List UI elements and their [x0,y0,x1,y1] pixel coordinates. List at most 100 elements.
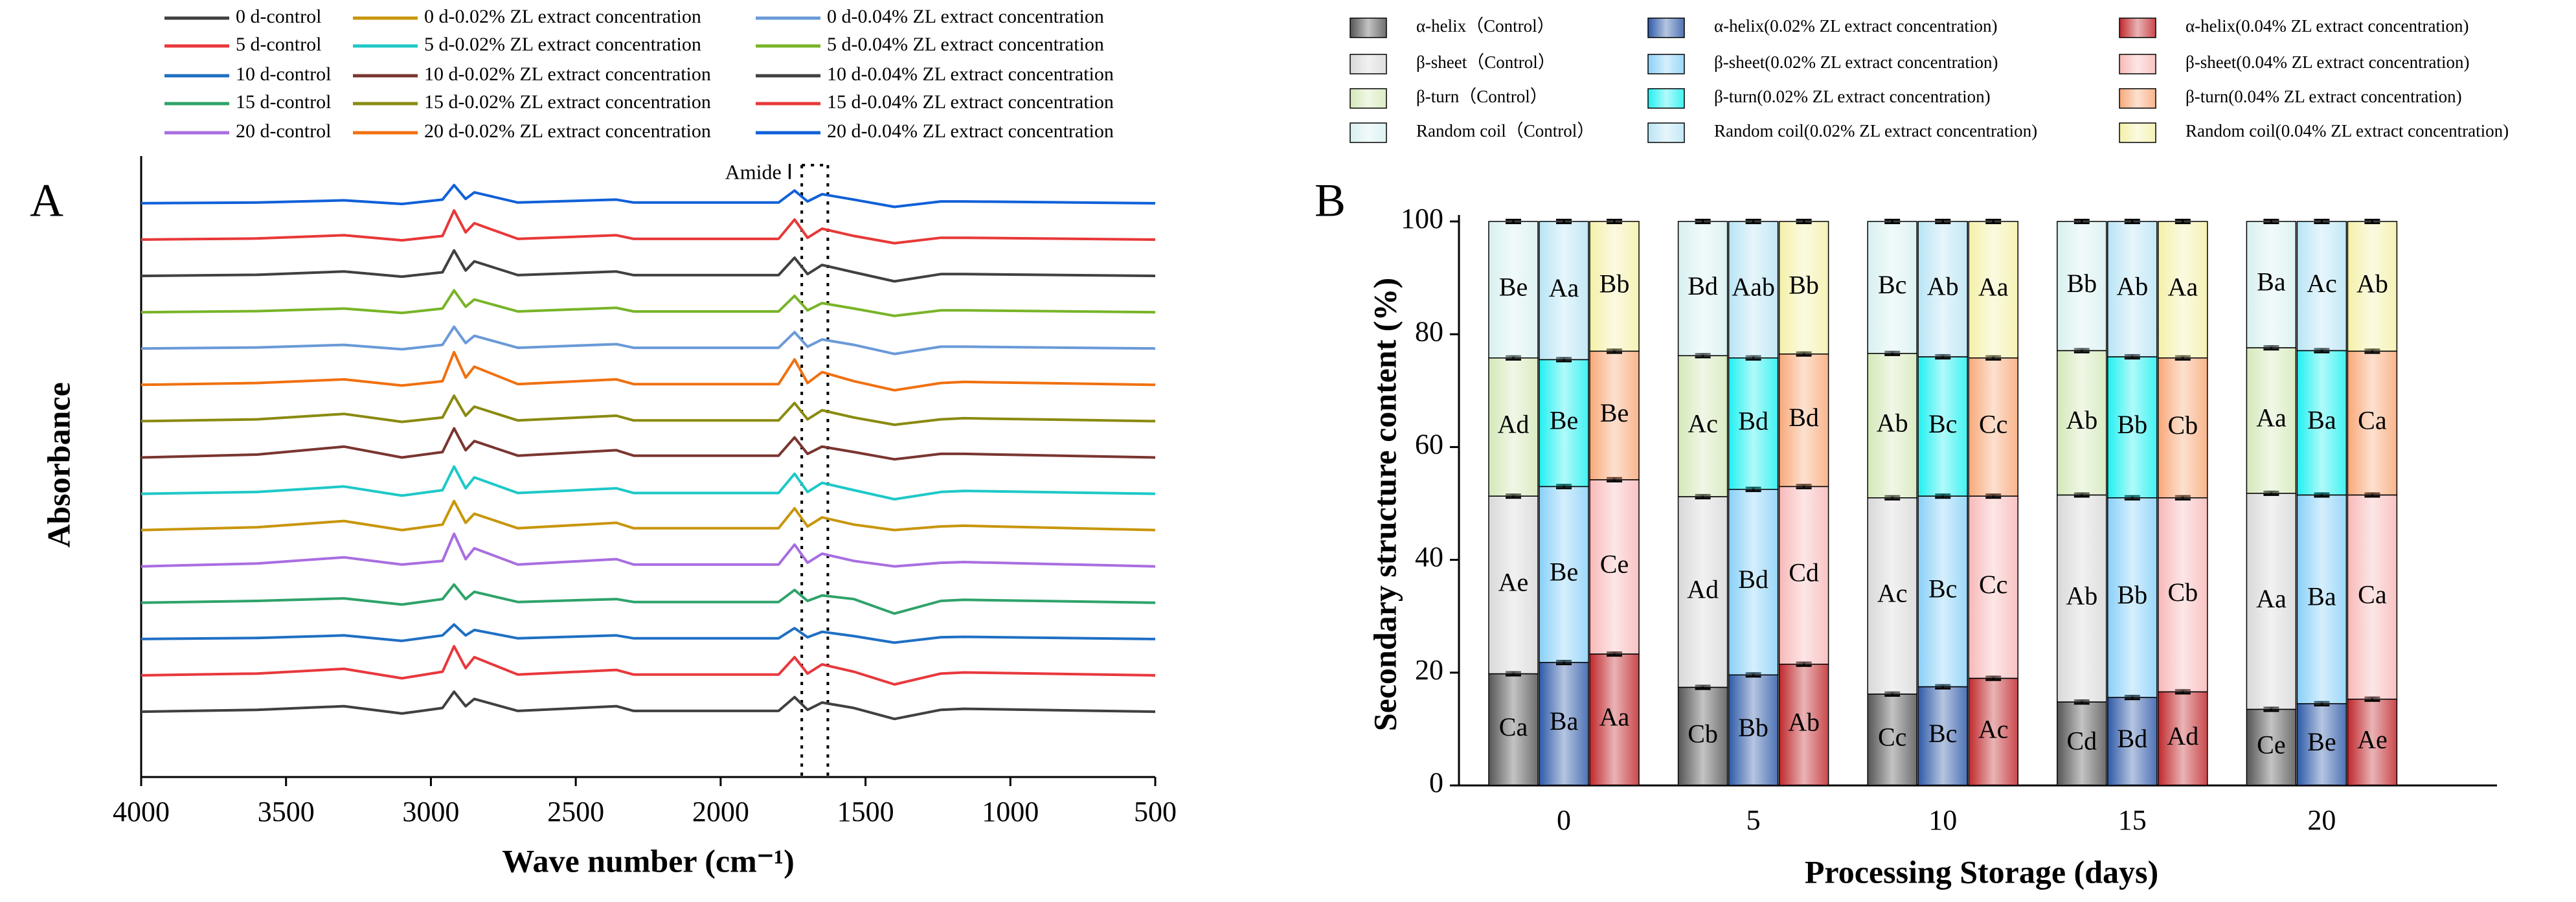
bar-segment [2057,494,2107,703]
segment-letter: Ac [2307,269,2337,298]
error-bar [2073,218,2090,225]
bar-segment [1488,673,1539,786]
legend-label: 20 d-0.04% ZL extract concentration [827,120,1114,142]
spectrum [141,583,1156,615]
annotation: Amide Ⅰ [725,160,793,183]
segment-letter: Bc [1878,270,1906,299]
legend-label: 20 d-0.02% ZL extract concentration [424,120,711,142]
bar-segment [1867,221,1917,354]
segment-letter: Aa [1599,703,1630,732]
segment-letter: Ba [2257,267,2286,297]
segment-letter: Cb [1688,719,1718,748]
error-bar [2175,218,2191,225]
error-bar [1556,218,1572,225]
legend-label: 0 d-0.02% ZL extract concentration [424,6,701,27]
legend-label: 0 d-control [236,6,321,27]
x-tick-label: 0 [1557,804,1571,836]
segment-letter: Bd [1688,271,1718,300]
spectrum [141,209,1156,245]
error-bar [1884,218,1901,225]
legend-label: Random coil（Control） [1416,121,1594,141]
segment-letter: Ab [2356,269,2388,298]
y-tick-label: 40 [1415,541,1443,573]
legend-swatch [1350,122,1387,143]
bar-segment [2296,350,2347,496]
legend-swatch [1350,54,1387,74]
segment-letter: Ab [2116,272,2148,301]
legend-label: 0 d-0.04% ZL extract concentration [827,6,1104,27]
segment-letter: Cd [1789,558,1819,587]
error-bar [2124,218,2140,225]
legend-label: 20 d-control [236,120,331,142]
bar-segment [2107,356,2158,499]
bar-segment [1728,674,1779,786]
legend-swatch [1350,17,1387,38]
error-bar [1935,218,1951,225]
error-bar [1607,218,1622,225]
bar-segment [1968,221,2018,359]
segment-letter: Ab [2066,581,2097,610]
segment-letter: Bd [1738,406,1768,435]
bar-segment [2158,497,2208,693]
x-tick-label: 2000 [692,796,749,828]
segment-letter: Ad [1498,410,1530,439]
segment-letter: Ae [1498,568,1529,597]
segment-letter: Bb [1789,271,1819,300]
bar-segment [1728,357,1779,490]
x-tick-label: 3500 [258,796,315,828]
legend-label: Random coil(0.02% ZL extract concentrati… [1714,121,2037,141]
legend-label: β-sheet(0.02% ZL extract concentration) [1714,52,1998,72]
bar-segment [1917,495,1968,688]
segment-letter: Ac [1978,714,2009,743]
bar-segment [1778,486,1829,665]
segment-letter: Bc [1928,719,1957,748]
segment-letter: Ad [1687,574,1719,603]
x-axis-title: Processing Storage (days) [1805,853,2158,890]
x-tick-label: 500 [1134,796,1177,828]
y-tick-label: 100 [1401,203,1443,234]
segment-letter: Cc [1979,410,2007,439]
spectrum [141,394,1156,426]
segment-letter: Cd [2066,727,2097,756]
bar-segment [2347,350,2398,496]
bar-segment [1677,221,1728,357]
spectrum [141,690,1156,721]
segment-letter: Ba [2307,405,2336,434]
bar-segment [1677,496,1728,688]
bar-segment [2107,497,2158,698]
x-tick-label: 15 [2118,804,2147,836]
legend-label: 5 d-control [236,34,321,55]
segment-letter: Ca [2358,580,2387,609]
error-bar [2314,218,2330,225]
bar-segment [1539,662,1589,786]
segment-letter: Be [1499,273,1528,302]
segment-letter: Bc [1928,574,1957,603]
segment-letter: Cb [2167,578,2198,607]
bar-segment [1917,686,1968,786]
spectrum [141,325,1156,355]
segment-letter: Ab [2066,405,2097,434]
legend-label: α-helix（Control） [1416,16,1555,36]
spectrum [141,645,1156,686]
y-tick-label: 20 [1415,654,1443,686]
legend-label: β-turn（Control） [1416,87,1548,106]
bar-segment [1917,356,1968,497]
segment-letter: Ba [1550,706,1579,736]
spectrum [141,532,1156,568]
segment-letter: Bb [1599,269,1630,298]
spectrum [141,249,1156,283]
segment-letter: Ac [1877,579,1908,608]
legend-label: β-turn(0.04% ZL extract concentration) [2186,87,2462,106]
legend-label: 5 d-0.04% ZL extract concentration [827,34,1104,55]
segment-letter: Ac [1688,409,1718,438]
legend-label: 10 d-0.04% ZL extract concentration [827,63,1114,85]
x-tick-label: 3000 [402,796,459,828]
segment-letter: Cc [1979,570,2007,599]
bar-segment [1589,221,1640,352]
bar-segment [2158,357,2208,499]
segment-letter: Be [2307,727,2336,756]
x-tick-label: 4000 [113,796,170,828]
error-bar [1985,218,2002,225]
segment-letter: Bb [2117,580,2147,609]
bar-segment [2246,493,2297,710]
